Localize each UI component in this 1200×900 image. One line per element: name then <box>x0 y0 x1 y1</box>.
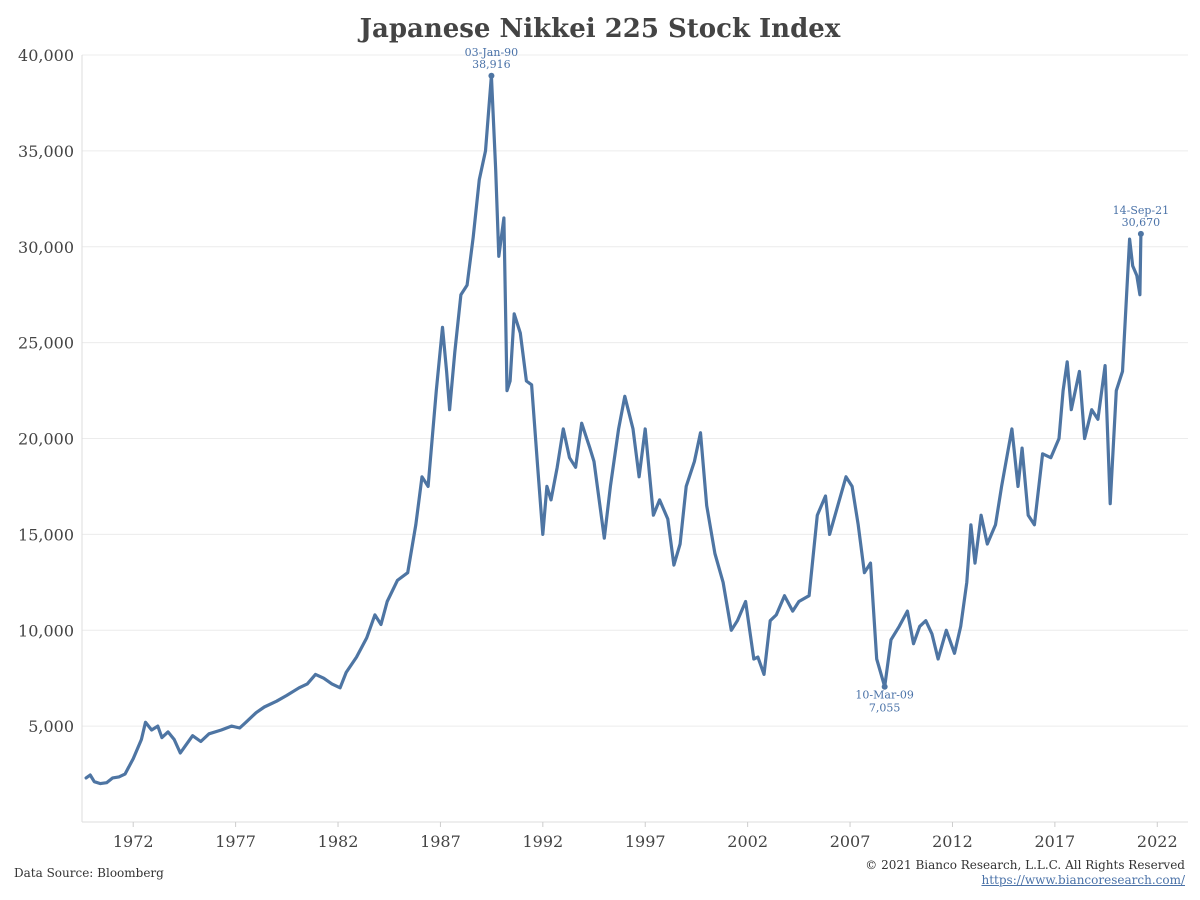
annotation-date: 10-Mar-09 <box>855 689 914 702</box>
y-tick-label: 5,000 <box>28 717 74 736</box>
x-tick-label: 1982 <box>318 832 359 851</box>
website-link[interactable]: https://www.biancoresearch.com/ <box>981 873 1185 887</box>
gridlines <box>82 54 1188 727</box>
series-line-0 <box>84 74 1143 786</box>
x-tick-label: 2017 <box>1035 832 1076 851</box>
y-tick-label: 25,000 <box>18 334 74 353</box>
annotation-date: 14-Sep-21 <box>1113 204 1170 217</box>
y-tick-label: 40,000 <box>18 46 74 65</box>
x-tick-label: 1997 <box>625 832 666 851</box>
x-tick-label: 2002 <box>727 832 768 851</box>
annotation-point <box>881 683 888 690</box>
y-tick-label: 20,000 <box>18 430 74 449</box>
y-tick-label: 10,000 <box>18 621 74 640</box>
x-tick-label: 1977 <box>215 832 256 851</box>
annotation-point <box>488 72 495 79</box>
annotation-value: 7,055 <box>869 702 901 715</box>
chart-title: Japanese Nikkei 225 Stock Index <box>359 14 841 44</box>
y-axis-ticks: 5,000 10,000 15,000 20,000 25,000 30,000 35,00… <box>18 46 74 736</box>
y-tick-label: 15,000 <box>18 525 74 544</box>
x-tick-label: 2022 <box>1137 832 1178 851</box>
x-tick-label: 1987 <box>420 832 461 851</box>
y-tick-label: 30,000 <box>18 238 74 257</box>
x-tick-label: 2012 <box>932 832 973 851</box>
copyright-note: © 2021 Bianco Research, L.L.C. All Right… <box>865 858 1185 872</box>
y-tick-label: 35,000 <box>18 142 74 161</box>
annotation-date: 03-Jan-90 <box>465 46 518 59</box>
annotation-value: 30,670 <box>1122 216 1161 229</box>
x-tick-label: 1992 <box>522 832 563 851</box>
x-tick-label: 1972 <box>113 832 154 851</box>
x-axis-ticks: 1972 1977 1982 1987 1992 1997 2002 2007 2012 2017… <box>113 822 1178 851</box>
annotation-point <box>1137 230 1144 237</box>
series-layer <box>84 74 1143 786</box>
annotation-value: 38,916 <box>472 58 511 71</box>
x-tick-label: 2007 <box>830 832 871 851</box>
data-source-note: Data Source: Bloomberg <box>14 866 164 880</box>
